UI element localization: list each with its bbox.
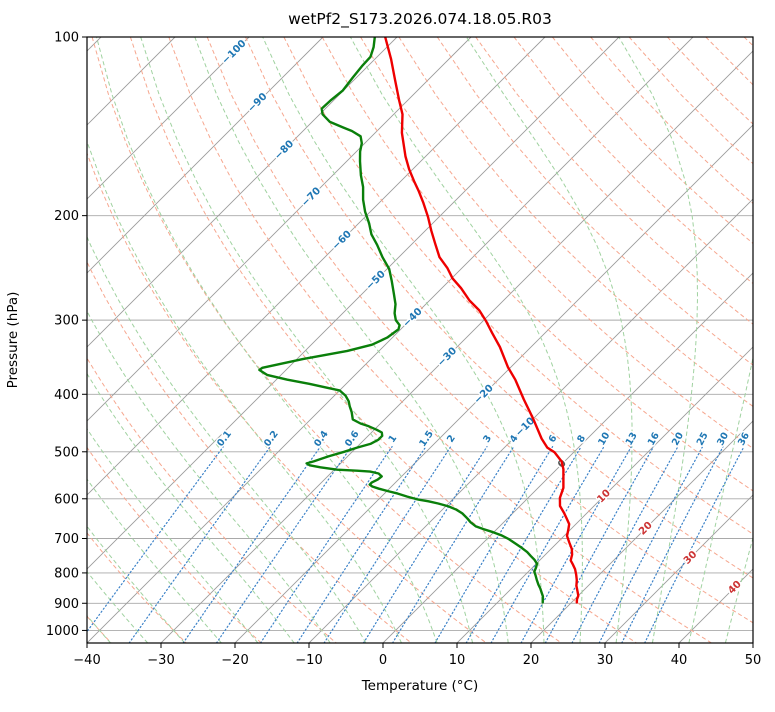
isotherm-label: −30 — [436, 345, 460, 369]
y-tick-label: 900 — [54, 597, 79, 612]
isotherm-label: −80 — [273, 139, 297, 163]
mixing-ratio-label: 0.2 — [262, 429, 281, 449]
y-axis-label: Pressure (hPa) — [5, 292, 21, 389]
y-tick-label: 700 — [54, 532, 79, 547]
mixing-ratio-line — [261, 447, 393, 643]
mixing-ratio-label: 2 — [445, 433, 458, 445]
y-tick-label: 300 — [54, 314, 79, 329]
x-tick-label: 50 — [745, 653, 762, 668]
y-tick-label: 600 — [54, 492, 79, 507]
dry-adiabat-line — [361, 37, 775, 643]
moist-adiabat-line — [0, 37, 185, 643]
moist-adiabat-line — [0, 37, 330, 643]
isotherm-label: −90 — [246, 91, 270, 115]
dry-adiabat-line — [284, 37, 775, 643]
mixing-ratio-line — [572, 447, 678, 643]
dry-adiabat-line — [437, 37, 775, 643]
background-reference-lines — [0, 37, 775, 643]
x-axis-label: Temperature (°C) — [361, 678, 479, 694]
moist-adiabat-line — [466, 37, 632, 643]
moist-adiabat-line — [28, 37, 366, 643]
mixing-ratio-label: 1 — [387, 433, 400, 445]
moist-adiabat-line — [0, 37, 221, 643]
x-tick-label: 20 — [523, 653, 540, 668]
isotherm-label: −60 — [330, 229, 354, 253]
x-tick-label: 40 — [671, 653, 688, 668]
y-tick-label: 800 — [54, 566, 79, 581]
dry-adiabat-line — [667, 37, 775, 643]
isotherm-label: 30 — [682, 549, 700, 567]
mixing-ratio-line — [645, 447, 744, 643]
isotherm-line — [531, 37, 775, 643]
x-tick-label: −10 — [295, 653, 322, 668]
isotherm-line — [87, 37, 693, 643]
mixing-ratio-label: 13 — [624, 431, 640, 448]
x-tick-label: −30 — [147, 653, 174, 668]
mixing-ratio-label: 6 — [547, 433, 560, 445]
mixing-ratio-label: 25 — [695, 431, 711, 448]
isotherm-label: 10 — [595, 488, 613, 506]
mixing-ratio-label: 16 — [646, 430, 662, 447]
isotherm-line — [0, 37, 249, 643]
moist-adiabat-line — [689, 37, 775, 643]
y-tick-label: 100 — [54, 31, 79, 46]
isotherm-line — [0, 37, 545, 643]
isotherm-line — [161, 37, 767, 643]
isotherm-label: −50 — [364, 269, 388, 293]
mixing-ratio-label: 0.4 — [312, 429, 331, 449]
dry-adiabat-line — [0, 37, 261, 643]
y-tick-label: 200 — [54, 209, 79, 224]
dry-adiabat-line — [591, 37, 775, 643]
x-tick-label: −20 — [221, 653, 248, 668]
x-tick-label: −40 — [73, 653, 100, 668]
isotherm-line — [753, 37, 775, 643]
mixing-ratio-line — [491, 447, 604, 643]
dry-adiabat-line — [476, 37, 775, 643]
mixing-ratio-line — [393, 447, 514, 643]
dry-adiabat-line — [399, 37, 775, 643]
dry-adiabat-line — [552, 37, 775, 643]
mixing-ratio-line — [79, 447, 224, 643]
isotherm-line — [457, 37, 775, 643]
x-tick-label: 30 — [597, 653, 614, 668]
y-tick-label: 500 — [54, 445, 79, 460]
isotherm-label: −100 — [220, 38, 248, 66]
mixing-ratio-label: 8 — [575, 433, 588, 445]
isotherm-label: −70 — [300, 186, 324, 210]
isotherm-label: −40 — [401, 306, 425, 330]
mixing-ratio-label: 36 — [736, 430, 752, 447]
moist-adiabat-line — [0, 37, 258, 643]
moist-adiabat-line — [0, 37, 148, 643]
dry-adiabat-line — [15, 37, 411, 643]
dry-adiabat-line — [706, 37, 775, 643]
dry-adiabat-line — [54, 37, 487, 643]
mixing-ratio-line — [183, 447, 320, 643]
moist-adiabat-line — [60, 37, 402, 643]
mixing-ratio-label: 3 — [481, 433, 494, 445]
mixing-ratio-line — [545, 447, 653, 643]
mixing-ratio-label: 10 — [596, 430, 612, 447]
isotherm-label: 20 — [637, 520, 655, 538]
y-tick-label: 400 — [54, 388, 79, 403]
moist-adiabat-line — [0, 37, 294, 643]
chart-title: wetPf2_S173.2026.074.18.05.R03 — [288, 10, 552, 29]
mixing-ratio-line — [521, 447, 631, 643]
isotherm-line — [0, 37, 323, 643]
x-tick-label: 10 — [449, 653, 466, 668]
isotherm-line — [0, 37, 397, 643]
y-tick-label: 1000 — [46, 624, 79, 639]
x-tick-label: 0 — [379, 653, 387, 668]
mixing-ratio-line — [217, 447, 352, 643]
moist-adiabat-line — [97, 37, 438, 643]
